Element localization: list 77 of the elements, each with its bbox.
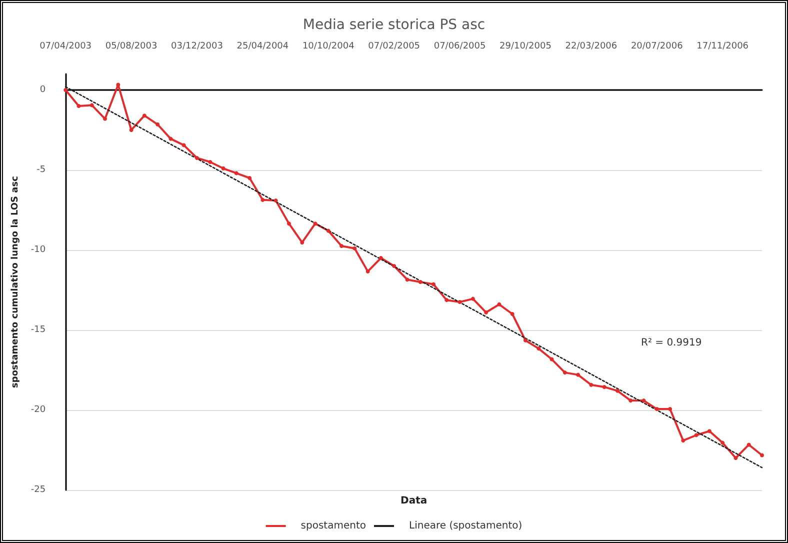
point [720,440,725,445]
legend-label: Lineare (spostamento) [409,520,522,532]
point [168,136,173,141]
point [734,456,738,460]
x-tick-label: 20/07/2006 [630,42,684,52]
point [418,280,422,284]
point [668,407,672,412]
point [248,176,252,180]
point [681,438,686,443]
x-tick-label: 10/10/2004 [302,42,355,52]
point [64,88,68,92]
point [550,357,554,362]
x-tick-label: 03/12/2003 [171,42,223,52]
y-tick-label: -10 [30,245,46,255]
point [484,310,488,314]
point [366,269,370,274]
point [286,222,291,226]
y-tick-label: -5 [36,165,46,175]
point [654,407,659,412]
point [274,198,278,203]
point [195,156,199,160]
point [562,370,567,375]
point [576,372,580,377]
point [707,429,712,434]
point [129,128,134,132]
point [378,256,383,260]
point [458,300,462,304]
point [103,116,108,121]
point [589,382,594,387]
point [116,82,120,87]
point [208,160,212,164]
point [536,346,541,351]
point [615,388,620,393]
point [76,104,81,108]
point [602,384,606,389]
point [234,171,238,176]
point [90,103,94,108]
y-tick-label: -20 [30,405,46,415]
chart-title: Media serie storica PS asc [302,17,486,33]
point [642,398,646,403]
point [182,143,186,148]
point [470,296,475,301]
x-tick-label: 05/08/2003 [105,42,158,52]
y-tick-label: -15 [30,325,46,335]
x-tick-label: 25/04/2004 [236,42,289,52]
point [497,302,502,306]
point [392,264,396,268]
point [405,278,410,282]
x-axis-title: Data [400,496,428,506]
x-tick-label: 29/10/2005 [500,42,552,52]
point [221,166,226,170]
point [694,433,698,438]
point [746,442,751,447]
x-tick-label: 17/11/2006 [696,42,749,52]
y-tick-label: -25 [30,485,46,495]
point [510,312,514,316]
point [432,282,436,286]
point [760,453,764,458]
legend-label: spostamento [300,520,366,532]
x-tick-label: 07/04/2003 [40,42,92,52]
y-tick-label: 0 [40,85,46,95]
y-axis-title: spostamento cumulativo lungo la LOS asc [10,176,20,388]
point [628,398,633,403]
x-tick-label: 07/02/2005 [368,42,420,52]
point [313,222,318,226]
point [156,122,160,126]
point [326,228,330,233]
point [340,244,344,248]
point [444,298,449,302]
annotation: R² = 0.9919 [641,338,702,348]
point [352,246,357,250]
point [142,114,146,118]
x-tick-label: 07/06/2005 [434,42,486,52]
point [523,338,528,342]
x-tick-label: 22/03/2006 [565,42,618,52]
point [300,240,304,244]
point [260,198,265,202]
